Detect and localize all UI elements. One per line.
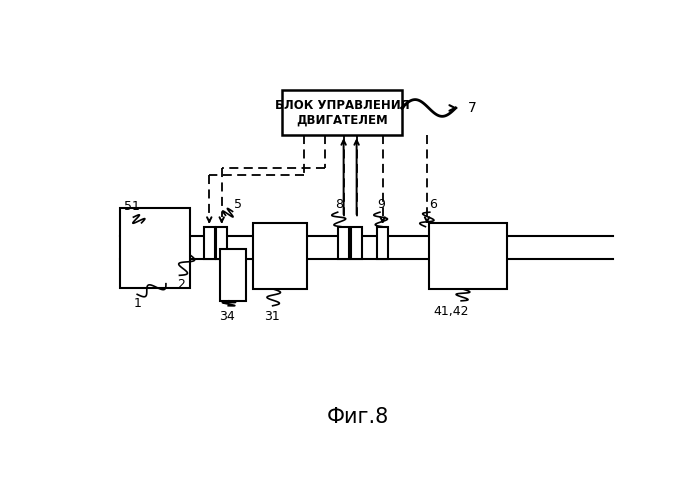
Text: Фиг.8: Фиг.8 <box>327 407 389 427</box>
Bar <box>338 227 349 259</box>
Text: 51: 51 <box>124 201 140 213</box>
Text: 8: 8 <box>336 199 343 211</box>
Text: 1: 1 <box>134 297 141 310</box>
Bar <box>204 227 215 259</box>
Text: 6: 6 <box>428 199 437 211</box>
Text: 2: 2 <box>177 278 185 291</box>
Bar <box>282 90 401 135</box>
Text: 41,42: 41,42 <box>433 305 469 318</box>
Bar <box>252 223 307 289</box>
Text: 7: 7 <box>468 101 477 115</box>
Bar <box>220 249 246 301</box>
Bar <box>216 227 227 259</box>
Text: БЛОК УПРАВЛЕНИЯ
ДВИГАТЕЛЕМ: БЛОК УПРАВЛЕНИЯ ДВИГАТЕЛЕМ <box>275 98 410 126</box>
Bar <box>377 227 388 259</box>
Text: 31: 31 <box>264 310 280 323</box>
Text: 5: 5 <box>233 199 242 211</box>
Bar <box>428 223 507 289</box>
Text: 34: 34 <box>219 310 235 323</box>
Bar <box>120 207 190 288</box>
Text: 9: 9 <box>377 199 386 211</box>
Bar <box>351 227 362 259</box>
